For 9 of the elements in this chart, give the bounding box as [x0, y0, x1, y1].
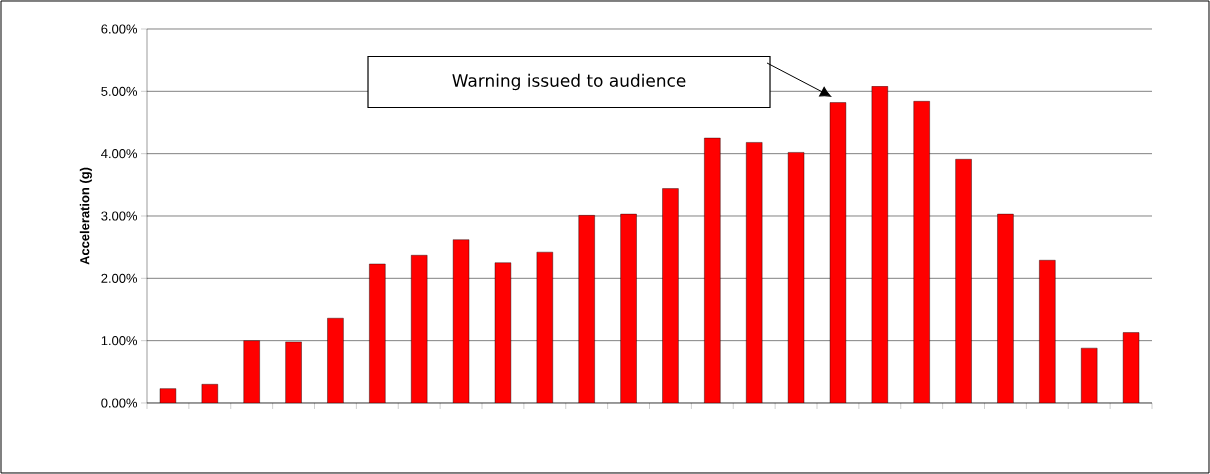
- y-tick-label: 6.00%: [101, 24, 138, 34]
- y-tick-label: 4.00%: [101, 149, 138, 159]
- y-tick-label: 5.00%: [101, 86, 138, 96]
- y-tick-label: 1.00%: [101, 336, 138, 346]
- y-tick-label: 2.00%: [101, 273, 138, 283]
- annotation: Warning issued to audience: [452, 73, 686, 91]
- y-tick-label: 3.00%: [101, 211, 138, 221]
- y-axis-title: Acceleration (g): [79, 167, 92, 265]
- y-tick-label: 0.00%: [101, 398, 138, 408]
